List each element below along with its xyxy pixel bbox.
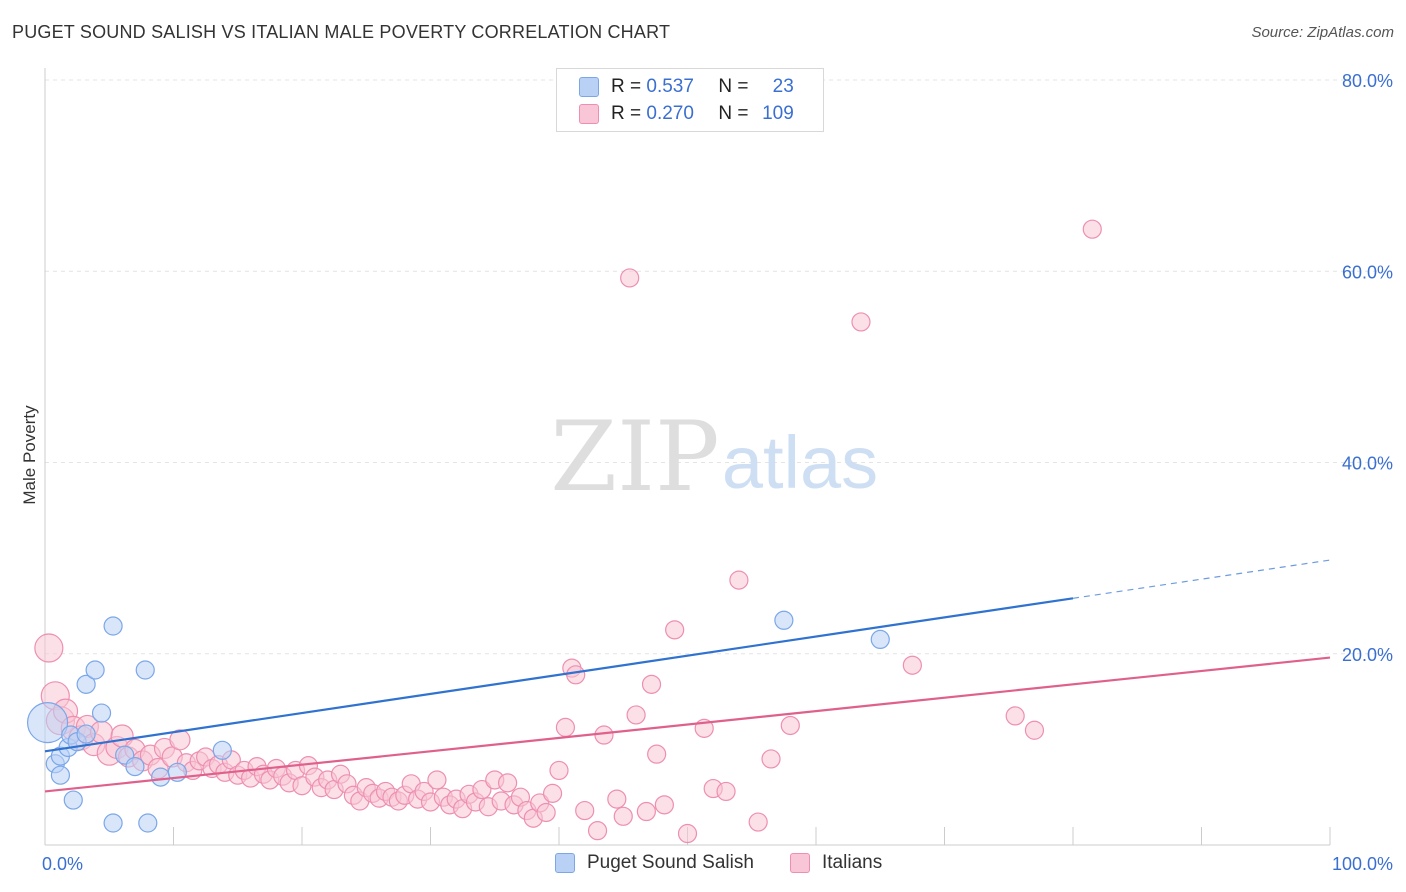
italians-point xyxy=(761,749,781,769)
italians-point xyxy=(636,801,656,822)
watermark-atlas: atlas xyxy=(722,421,878,504)
italians-point xyxy=(902,655,922,675)
puget-sound-salish-point xyxy=(870,629,890,650)
source-label: Source: ZipAtlas.com xyxy=(1251,24,1394,41)
legend-row-italians: R = 0.270 N = 109 xyxy=(579,103,794,125)
italians-point xyxy=(594,725,614,745)
italians-point xyxy=(620,268,640,288)
italians-point xyxy=(566,665,586,685)
italians-point xyxy=(34,633,64,663)
stats-legend: R = 0.537 N = 23 R = 0.270 N = 109 xyxy=(556,68,824,132)
legend-r-value: 0.270 xyxy=(646,103,694,124)
legend-n-label: N = xyxy=(718,76,749,97)
italians-point xyxy=(575,800,595,821)
italians-point xyxy=(427,770,447,790)
grid-lines xyxy=(45,79,1392,655)
italians-point xyxy=(587,821,608,841)
puget-sound-salish-point xyxy=(212,740,232,760)
legend-n-value: 23 xyxy=(772,76,794,97)
italians-point xyxy=(654,795,674,815)
puget-sound-salish-point xyxy=(138,813,158,833)
puget-sound-salish-point xyxy=(135,660,155,680)
puget-sound-salish-point xyxy=(125,756,145,777)
legend-row-puget-sound-salish: R = 0.537 N = 23 xyxy=(579,76,794,98)
italians-point xyxy=(641,674,662,694)
italians-point xyxy=(729,570,749,590)
italians-point xyxy=(626,705,646,725)
puget-sound-salish-point xyxy=(103,616,123,636)
italians-point xyxy=(677,823,698,844)
puget-sound-salish-point xyxy=(774,610,794,630)
legend-n-value: 109 xyxy=(762,103,794,124)
puget-sound-salish-point xyxy=(151,767,171,787)
y-axis-label: Male Poverty xyxy=(20,405,39,505)
italians-point xyxy=(665,620,685,640)
italians-point xyxy=(549,760,569,781)
legend-label-puget-sound-salish: Puget Sound Salish xyxy=(587,852,754,873)
italians-trend-line xyxy=(44,656,1331,793)
legend-swatch-pink xyxy=(579,104,599,124)
y-tick-label: 40.0% xyxy=(1342,454,1393,474)
italians-points xyxy=(34,219,1102,844)
italians-point xyxy=(542,783,563,803)
italians-point xyxy=(851,312,871,332)
puget-sound-salish-points xyxy=(26,610,890,833)
puget-sound-salish-point xyxy=(76,674,96,694)
x-tick-label: 100.0% xyxy=(1332,854,1393,874)
legend-swatch-pink xyxy=(790,853,810,873)
watermark: ZIP atlas xyxy=(550,401,878,513)
puget-sound-salish-point xyxy=(76,724,96,744)
legend-swatch-blue xyxy=(555,853,575,873)
puget-sound-salish-trend-extension xyxy=(1072,559,1331,599)
y-tick-label: 80.0% xyxy=(1342,71,1393,91)
italians-point xyxy=(647,744,667,764)
puget-sound-salish-point xyxy=(103,813,123,833)
legend-r-value: 0.537 xyxy=(646,76,694,97)
chart-title: PUGET SOUND SALISH VS ITALIAN MALE POVER… xyxy=(12,22,671,42)
italians-point xyxy=(498,773,518,793)
italians-point xyxy=(1082,219,1102,239)
trend-lines xyxy=(44,559,1331,793)
puget-sound-salish-trend-line xyxy=(44,597,1074,753)
italians-point xyxy=(536,802,556,823)
italians-point xyxy=(613,806,633,826)
italians-point xyxy=(169,729,191,751)
italians-point xyxy=(780,715,800,736)
puget-sound-salish-point xyxy=(63,790,83,810)
legend-item-italians: Italians xyxy=(790,852,882,874)
watermark-zip: ZIP xyxy=(550,401,719,513)
italians-point xyxy=(555,717,576,737)
y-tick-label: 60.0% xyxy=(1342,262,1393,282)
x-tick-label: 0.0% xyxy=(42,854,83,874)
legend-swatch-blue xyxy=(579,77,599,97)
legend-label-italians: Italians xyxy=(822,852,883,873)
puget-sound-salish-point xyxy=(50,765,71,785)
puget-sound-salish-point xyxy=(85,660,105,680)
legend-r-label: R = xyxy=(611,76,642,97)
tick-labels: 20.0% 40.0% 60.0% 80.0% 0.0% 100.0% xyxy=(42,71,1393,874)
puget-sound-salish-point xyxy=(26,701,69,744)
y-tick-label: 20.0% xyxy=(1342,645,1393,665)
italians-point xyxy=(748,812,768,832)
italians-point xyxy=(472,779,492,800)
legend-n-label: N = xyxy=(718,103,749,124)
italians-point xyxy=(1005,706,1025,726)
legend-r-label: R = xyxy=(611,103,642,124)
italians-point xyxy=(716,781,736,802)
italians-point xyxy=(1024,720,1045,740)
puget-sound-salish-point xyxy=(91,703,112,723)
italians-point xyxy=(607,789,627,809)
legend-item-puget-sound-salish: Puget Sound Salish xyxy=(555,852,754,874)
